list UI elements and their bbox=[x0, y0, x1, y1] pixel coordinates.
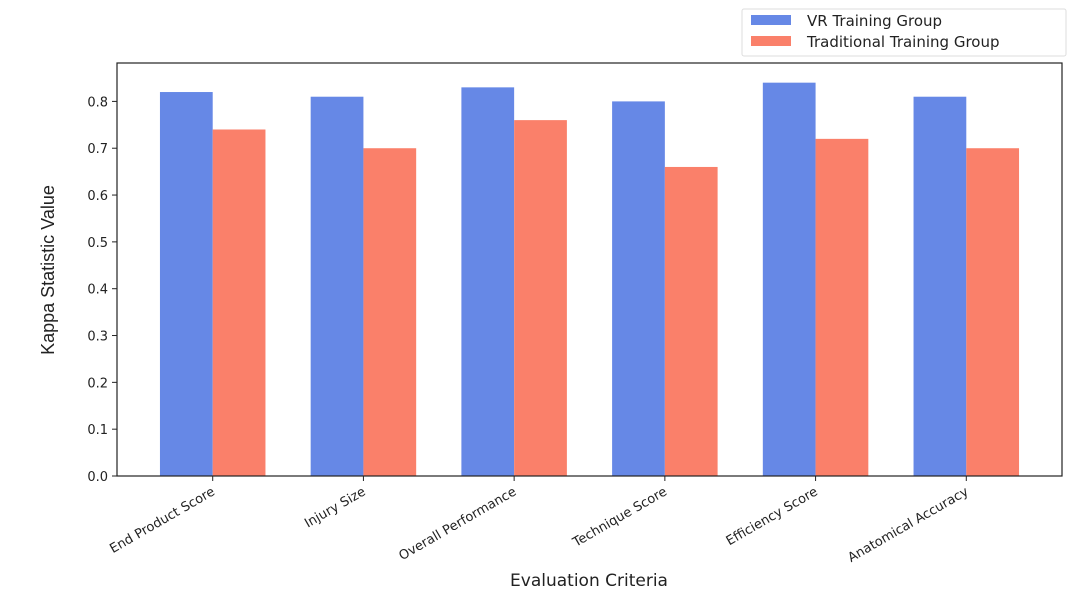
y-tick-label: 0.2 bbox=[87, 376, 108, 391]
bar-traditional-1 bbox=[363, 148, 417, 476]
legend-swatch-traditional bbox=[751, 36, 791, 46]
x-tick-label: Injury Size bbox=[302, 484, 368, 531]
y-tick-label: 0.0 bbox=[87, 470, 108, 485]
bars-group bbox=[159, 82, 1020, 477]
bar-traditional-3 bbox=[664, 166, 718, 476]
legend: VR Training Group Traditional Training G… bbox=[741, 8, 1067, 57]
x-tick-label: Technique Score bbox=[570, 484, 670, 550]
x-tick-label: Efficiency Score bbox=[724, 484, 821, 549]
bar-vr-2 bbox=[461, 87, 515, 476]
y-axis-label: Kappa Statistic Value bbox=[38, 185, 58, 355]
x-tick-label: End Product Score bbox=[107, 484, 217, 556]
y-tick-label: 0.8 bbox=[87, 95, 108, 110]
y-tick-label: 0.6 bbox=[87, 189, 108, 204]
bar-vr-0 bbox=[159, 92, 213, 477]
y-tick-label: 0.3 bbox=[87, 330, 108, 345]
y-tick-label: 0.7 bbox=[87, 142, 108, 157]
x-tick-label: Overall Performance bbox=[396, 484, 519, 563]
bar-traditional-2 bbox=[514, 120, 567, 476]
bar-vr-4 bbox=[762, 82, 816, 477]
y-tick-label: 0.4 bbox=[87, 283, 108, 298]
legend-frame bbox=[741, 8, 1067, 57]
bar-traditional-5 bbox=[966, 148, 1020, 476]
x-axis: End Product Score Injury Size Overall Perf… bbox=[107, 476, 972, 566]
x-tick-label: Anatomical Accuracy bbox=[845, 484, 971, 565]
bar-vr-3 bbox=[612, 101, 665, 477]
bar-vr-1 bbox=[310, 96, 364, 476]
legend-swatch-vr bbox=[751, 15, 791, 25]
bar-traditional-4 bbox=[815, 138, 869, 476]
y-tick-label: 0.1 bbox=[87, 423, 108, 438]
bar-vr-5 bbox=[913, 96, 967, 476]
bar-traditional-0 bbox=[212, 129, 266, 476]
legend-label-vr: VR Training Group bbox=[807, 12, 942, 30]
plot-frame bbox=[116, 62, 1063, 477]
y-tick-label: 0.5 bbox=[87, 236, 108, 251]
x-axis-label: Evaluation Criteria bbox=[510, 571, 668, 591]
legend-label-traditional: Traditional Training Group bbox=[806, 33, 1000, 51]
y-axis: 0.0 0.1 0.2 0.3 0.4 0.5 0.6 0.7 0.8 bbox=[87, 95, 117, 485]
